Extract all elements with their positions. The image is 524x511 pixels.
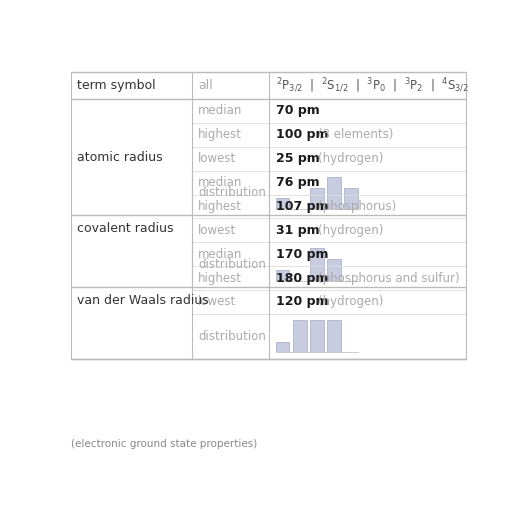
Bar [326,177,341,209]
Text: (3 elements): (3 elements) [318,128,394,142]
Text: median: median [198,248,243,261]
Text: term symbol: term symbol [77,79,156,92]
Text: 107 pm: 107 pm [276,200,328,213]
Text: median: median [198,104,243,118]
Text: 120 pm: 120 pm [276,295,328,309]
Text: 25 pm: 25 pm [276,152,319,165]
Text: 31 pm: 31 pm [276,224,319,237]
Text: median: median [198,176,243,189]
Text: 180 pm: 180 pm [276,271,328,285]
Text: (hydrogen): (hydrogen) [318,295,384,309]
Bar [326,259,341,281]
Text: $^{2}\mathrm{P}_{3/2}$  |  $^{2}\mathrm{S}_{1/2}$  |  $^{3}\mathrm{P}_{0}$  |  $: $^{2}\mathrm{P}_{3/2}$ | $^{2}\mathrm{S}… [276,77,468,95]
Text: (electronic ground state properties): (electronic ground state properties) [71,439,257,449]
Text: 70 pm: 70 pm [276,104,319,118]
Text: (phosphorus and sulfur): (phosphorus and sulfur) [318,271,460,285]
Bar [310,248,324,281]
Text: lowest: lowest [198,152,236,165]
Bar [276,198,289,209]
Bar [292,320,307,353]
Bar [310,188,324,209]
Text: all: all [198,79,213,92]
Text: (hydrogen): (hydrogen) [318,224,384,237]
Bar [310,320,324,353]
Text: highest: highest [198,128,242,142]
Text: highest: highest [198,200,242,213]
Bar [276,341,289,353]
Text: distribution: distribution [198,187,266,199]
Text: (phosphorus): (phosphorus) [318,200,396,213]
Text: 170 pm: 170 pm [276,248,328,261]
Bar [326,320,341,353]
Text: 100 pm: 100 pm [276,128,328,142]
Text: atomic radius: atomic radius [77,151,163,164]
Text: covalent radius: covalent radius [77,222,173,235]
Text: lowest: lowest [198,295,236,309]
Text: lowest: lowest [198,224,236,237]
Text: 76 pm: 76 pm [276,176,319,189]
Text: van der Waals radius: van der Waals radius [77,294,209,307]
Text: highest: highest [198,271,242,285]
Text: distribution: distribution [198,258,266,271]
Bar [344,188,358,209]
Text: (hydrogen): (hydrogen) [318,152,384,165]
Bar [276,270,289,281]
Text: distribution: distribution [198,330,266,343]
